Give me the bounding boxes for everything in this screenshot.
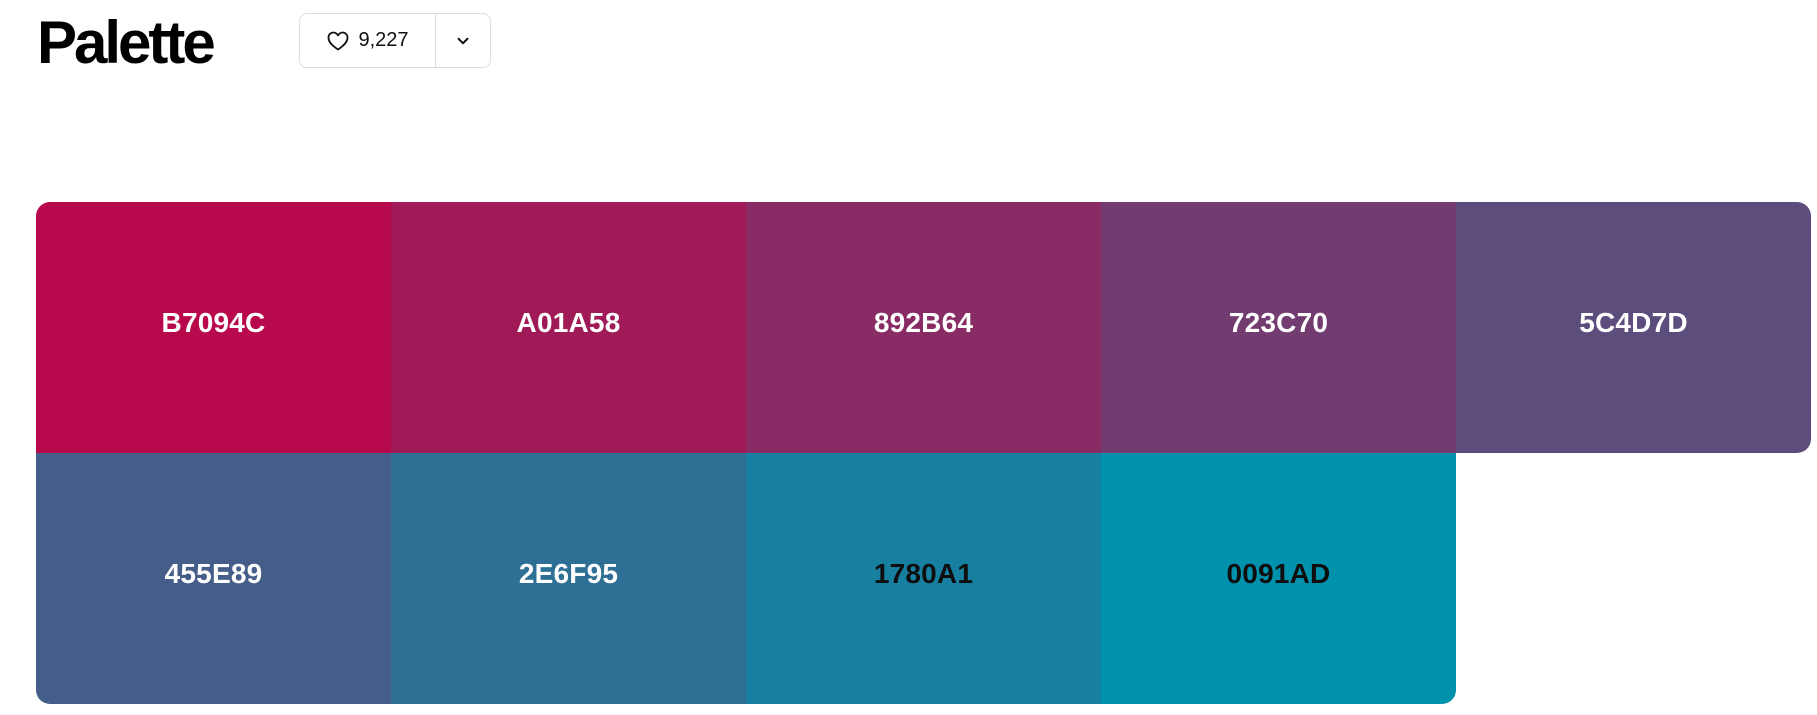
color-swatch[interactable]: 455E89 <box>36 453 391 704</box>
color-hex-label: 0091AD <box>1226 557 1331 589</box>
like-button-group: 9,227 <box>299 13 491 68</box>
heart-icon <box>326 29 350 53</box>
color-swatch[interactable]: 892B64 <box>746 202 1101 453</box>
page-title: Palette <box>37 9 216 76</box>
color-hex-label: A01A58 <box>516 306 621 338</box>
like-count: 9,227 <box>358 29 409 51</box>
color-hex-label: 5C4D7D <box>1579 306 1688 338</box>
like-button[interactable]: 9,227 <box>300 14 436 67</box>
color-swatch[interactable]: 5C4D7D <box>1456 202 1811 453</box>
color-hex-label: 2E6F95 <box>518 557 619 589</box>
color-hex-label: B7094C <box>161 306 266 338</box>
chevron-down-icon <box>454 32 472 50</box>
color-swatch[interactable]: 723C70 <box>1101 202 1456 453</box>
color-swatch[interactable]: 1780A1 <box>746 453 1101 704</box>
color-hex-label: 892B64 <box>873 306 974 338</box>
color-swatch[interactable]: A01A58 <box>391 202 746 453</box>
color-swatch[interactable]: 2E6F95 <box>391 453 746 704</box>
color-hex-label: 723C70 <box>1228 306 1329 338</box>
palette-swatches: B7094C A01A58 892B64 723C70 5C4D7D 455E8… <box>36 202 1811 704</box>
color-swatch[interactable]: 0091AD <box>1101 453 1456 704</box>
color-hex-label: 1780A1 <box>873 557 974 589</box>
color-hex-label: 455E89 <box>164 557 263 589</box>
more-options-button[interactable] <box>436 14 490 67</box>
color-swatch[interactable]: B7094C <box>36 202 391 453</box>
